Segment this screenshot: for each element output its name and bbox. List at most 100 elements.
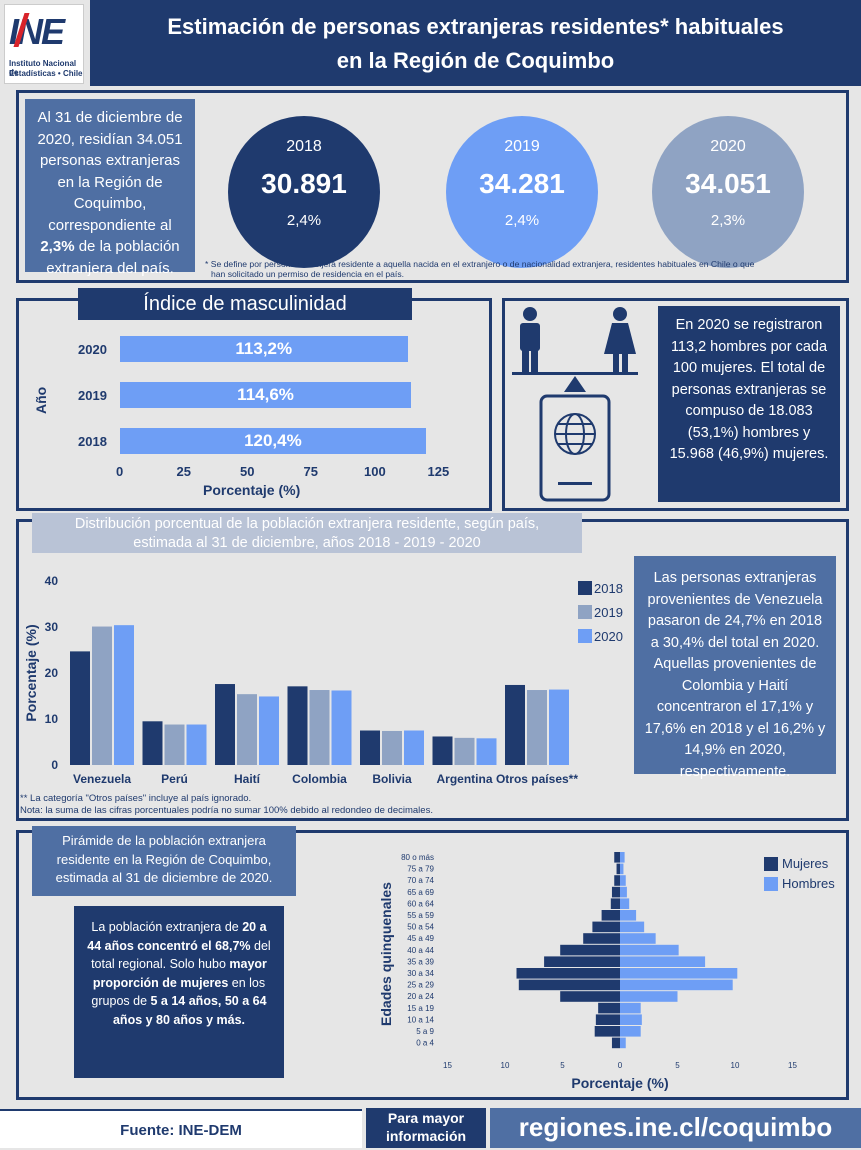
pyramid-bar-men (620, 991, 678, 1002)
pyramid-age-label: 75 a 79 (407, 865, 434, 874)
pyramid-bar-women (614, 852, 620, 863)
pyramid-age-label: 0 a 4 (416, 1039, 434, 1048)
circle-2018: 2018 30.891 2,4% (228, 116, 380, 268)
circle-year: 2018 (286, 138, 322, 155)
pyramid-side-bold: 5 a 14 años, 50 a 64 años y 80 años y má… (112, 994, 267, 1027)
country-chart-title: Distribución porcentual de la población … (32, 513, 582, 553)
footer-url-link[interactable]: regiones.ine.cl/coquimbo (490, 1108, 861, 1148)
globe-icon (554, 413, 596, 455)
country-legend-label: 2020 (594, 629, 623, 644)
page-title-line1: Estimación de personas extranjeras resid… (167, 14, 784, 39)
pyramid-bar-women (594, 1026, 620, 1037)
country-category-label: Argentina (436, 772, 492, 786)
pyramid-bar-men (620, 921, 645, 933)
logo-line2: Estadísticas • Chile (9, 69, 83, 78)
country-category-label: Perú (161, 772, 188, 786)
footer-more-info: Para mayor información (366, 1108, 486, 1148)
pyramid-x-tick: 5 (675, 1061, 680, 1070)
pyramid-side-normal: del total regional. Solo hubo (91, 938, 271, 972)
country-bar (92, 626, 112, 765)
pyramid-bar-men (620, 1002, 641, 1014)
pyramid-age-label: 5 a 9 (416, 1027, 434, 1036)
pyramid-bar-men (620, 886, 627, 898)
header-banner: Estimación de personas extranjeras resid… (90, 0, 861, 86)
country-legend-swatch (578, 581, 592, 595)
footer-source: Fuente: INE-DEM (0, 1109, 362, 1148)
pyramid-bar-men (620, 910, 637, 921)
country-category-label: Bolivia (372, 772, 412, 786)
country-bar (476, 738, 497, 765)
country-bar (432, 736, 453, 765)
pyramid-bar-women (592, 921, 620, 933)
pyramid-bar-women (610, 898, 620, 909)
country-category-label: Venezuela (73, 772, 131, 786)
pyramid-age-label: 15 a 19 (407, 1004, 434, 1013)
country-bar (259, 696, 279, 765)
pyramid-bar-men (620, 1037, 626, 1049)
passport-icon (539, 394, 611, 502)
circle-year: 2020 (710, 138, 746, 155)
pyramid-age-label: 80 o más (401, 853, 434, 862)
pyramid-bar-women (598, 1002, 620, 1014)
country-bar (382, 730, 402, 765)
pyramid-bar-women (611, 1037, 620, 1049)
circle-2020: 2020 34.051 2,3% (652, 116, 804, 268)
pyramid-bar-men (620, 1014, 642, 1025)
country-bar (164, 724, 185, 765)
pyramid-bar-women (560, 944, 620, 956)
pyramid-age-label: 45 a 49 (407, 934, 434, 943)
pyramid-legend-label: Mujeres (782, 856, 829, 871)
page-title-line2: en la Región de Coquimbo (336, 48, 615, 73)
pyramid-age-label: 50 a 54 (407, 923, 434, 932)
pyramid-bar-men (620, 863, 624, 875)
circle-pct: 2,4% (504, 212, 540, 229)
pyramid-bar-men (620, 979, 733, 991)
country-bar (287, 686, 308, 765)
country-y-tick: 30 (45, 620, 59, 634)
logo-line1: Instituto Nacional de (9, 59, 77, 77)
country-chart: 0 10 20 30 40 Porcentaje (%) Venezuela Perú Hait… (23, 574, 623, 786)
pyramid-x-tick: 10 (501, 1061, 510, 1070)
country-bar (505, 684, 525, 765)
country-bar (237, 694, 257, 765)
pyramid-bar-men (620, 1026, 641, 1037)
passport-line (558, 482, 592, 485)
country-y-tick: 20 (45, 666, 59, 680)
masculinity-x-tick: 100 (364, 464, 386, 479)
logo: INE Instituto Nacional de Estadísticas •… (4, 4, 84, 84)
summary-footnote: * Se define por persona extranjera resid… (205, 259, 845, 279)
country-bar (114, 625, 134, 765)
balance-beam (512, 372, 638, 375)
country-title-line2: estimada al 31 de diciembre, años 2018 -… (133, 535, 481, 551)
masculinity-year-label: 2019 (78, 388, 107, 403)
masculinity-side-text: En 2020 se registraron 113,2 hombres por… (658, 306, 840, 502)
country-bar (309, 690, 330, 765)
masculinity-chart: 2020 113,2% 2019 114,6% 2018 120,4% 0 25 50 75 100… (70, 330, 470, 490)
pyramid-x-tick: 10 (731, 1061, 740, 1070)
country-bar (549, 689, 569, 765)
man-icon (520, 307, 540, 372)
circle-pct: 2,3% (710, 212, 746, 229)
pyramid-x-tick: 15 (788, 1061, 797, 1070)
circle-value: 34.051 (685, 168, 771, 199)
masculinity-bar: 120,4% (120, 428, 426, 454)
pyramid-bar-women (611, 886, 620, 898)
country-bar (186, 724, 207, 765)
circle-2019: 2019 34.281 2,4% (446, 116, 598, 268)
pyramid-bar-women (614, 875, 620, 886)
summary-frame (16, 90, 849, 283)
summary-text-suffix: de la población extranjera del país. (46, 238, 180, 277)
pyramid-bar-women (544, 956, 620, 967)
masculinity-x-tick: 75 (303, 464, 318, 479)
country-y-tick: 40 (45, 574, 59, 588)
pyramid-side-bold: mayor proporción de mujeres (92, 957, 267, 990)
pyramid-age-label: 35 a 39 (407, 957, 434, 966)
pyramid-y-axis-label: Edades quinquenales (378, 882, 394, 1026)
country-note-1: ** La categoría "Otros países" incluye a… (20, 793, 252, 804)
pyramid-x-tick: 0 (618, 1061, 623, 1070)
masculinity-title: Índice de masculinidad (78, 288, 412, 320)
logo-letters: INE (9, 11, 65, 52)
country-bar (142, 721, 163, 765)
pyramid-legend-swatch (764, 857, 778, 871)
masculinity-bar: 113,2% (120, 336, 408, 362)
